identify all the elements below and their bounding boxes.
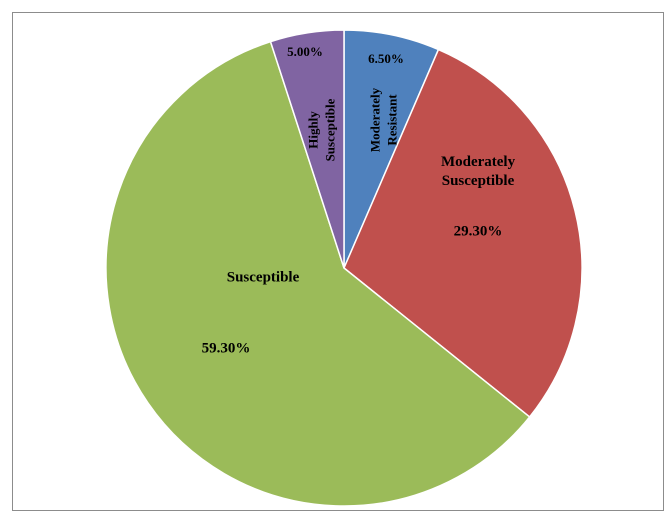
pie-slice-highly-susceptible — [269, 29, 345, 269]
slice-value-moderately-resistant: 6.50% — [368, 51, 404, 66]
slice-label-moderately-susceptible: Moderately Susceptible — [441, 154, 516, 189]
labels-layer: Moderately Resistant 6.50% Moderately Suscep… — [202, 44, 516, 356]
slices-layer — [105, 29, 583, 507]
slice-value-highly-susceptible: 5.00% — [287, 44, 323, 59]
pie-slice-susceptible — [105, 40, 531, 507]
slice-label-susceptible: Susceptible — [227, 269, 300, 285]
slice-label-moderately-resistant: Moderately Resistant — [367, 87, 399, 152]
slice-value-susceptible: 59.30% — [202, 340, 251, 356]
slice-value-moderately-susceptible: 29.30% — [454, 223, 503, 239]
pie-slice-moderately-susceptible — [343, 48, 583, 419]
slice-label-highly-susceptible: Highly Susceptible — [305, 98, 337, 161]
